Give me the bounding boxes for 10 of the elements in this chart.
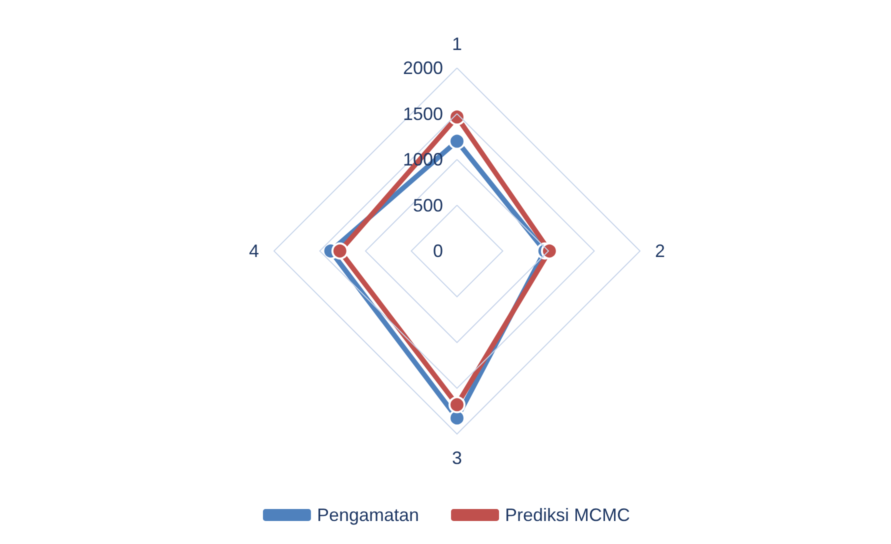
- y-tick-label: 1500: [402, 104, 443, 124]
- spoke-label: 3: [452, 448, 462, 468]
- y-tick-label: 2000: [402, 58, 443, 78]
- spoke-label: 4: [248, 241, 259, 261]
- spoke-label: 1: [452, 34, 462, 54]
- y-tick-label: 500: [412, 195, 443, 216]
- legend-label: Prediksi MCMC: [505, 505, 630, 525]
- legend-label: Pengamatan: [316, 505, 420, 525]
- spoke-label: 2: [655, 241, 666, 261]
- y-tick-label: 0: [432, 241, 443, 261]
